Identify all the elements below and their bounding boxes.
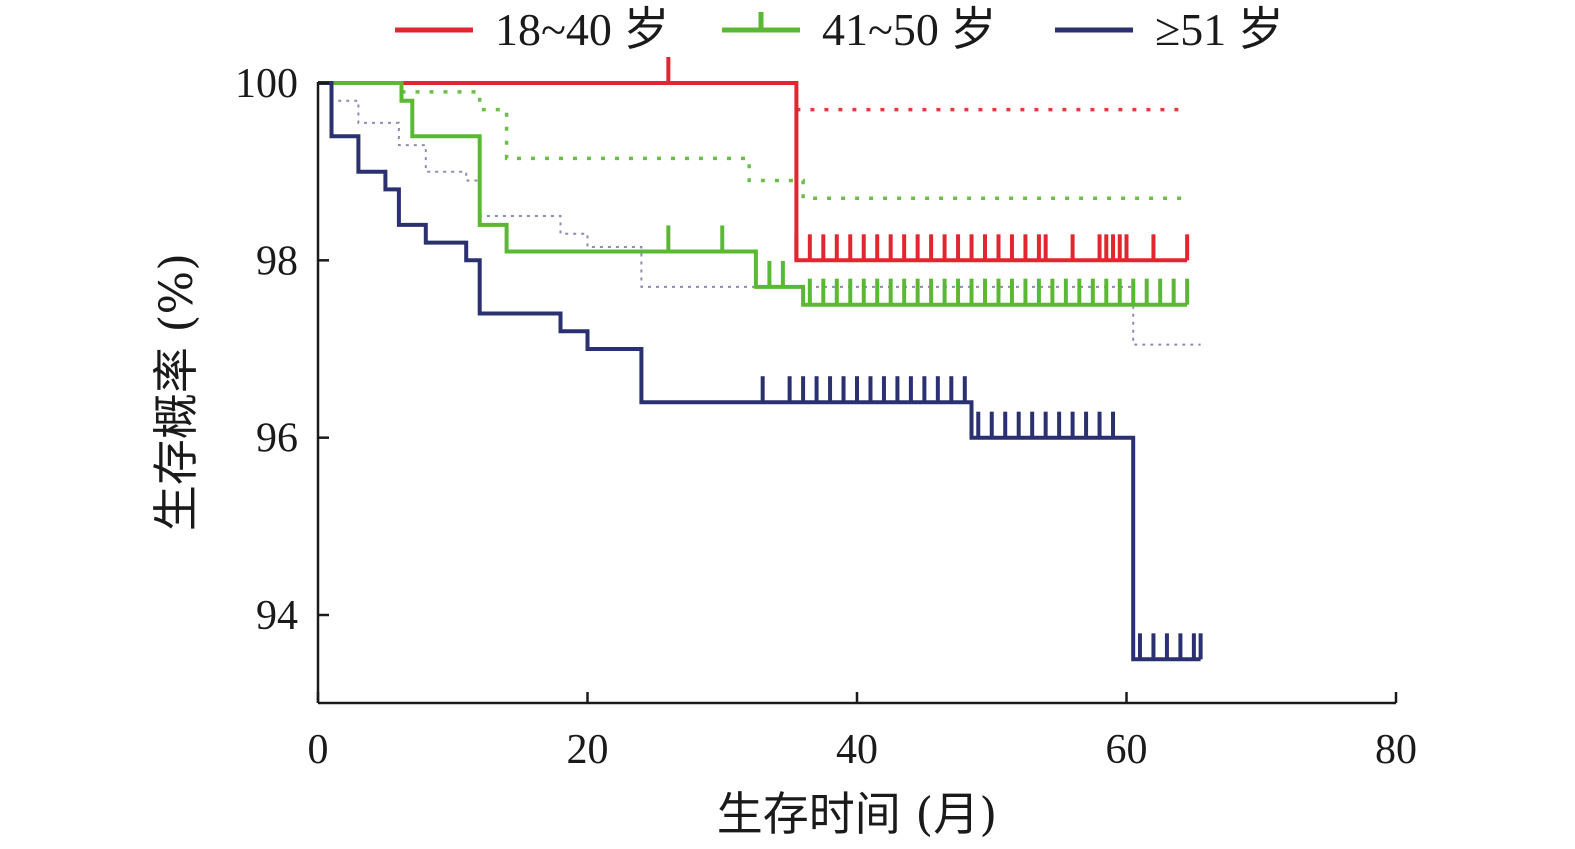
survival-curve — [318, 81, 1201, 662]
x-tick-label: 80 — [1375, 727, 1417, 773]
y-axis-title: 生存概率 (%) — [149, 253, 203, 531]
legend-label: ≥51 岁 — [1155, 4, 1284, 55]
legend-label: 18~40 岁 — [495, 4, 669, 55]
survival-curves — [318, 57, 1203, 662]
x-tick-label: 20 — [567, 727, 609, 773]
y-tick-label: 94 — [256, 593, 298, 639]
x-tick-label: 40 — [836, 727, 878, 773]
confidence-bounds — [338, 90, 1201, 346]
legend: 18~40 岁 41~50 岁 ≥51 岁 — [395, 4, 1284, 55]
x-tick-label: 60 — [1106, 727, 1148, 773]
ci-bound-line — [401, 90, 1188, 201]
y-tick-label: 98 — [256, 238, 298, 284]
ticks: 0 20 40 60 80 94 96 98 100 — [235, 61, 1417, 773]
survival-curve — [318, 81, 1188, 307]
y-tick-label: 96 — [256, 416, 298, 462]
x-axis-title: 生存时间 (月) — [717, 787, 998, 841]
ci-bound-line — [338, 99, 1201, 346]
x-tick-label: 0 — [308, 727, 329, 773]
y-tick-label: 100 — [235, 61, 298, 107]
survival-curve — [318, 81, 1188, 263]
legend-label: 41~50 岁 — [822, 4, 996, 55]
